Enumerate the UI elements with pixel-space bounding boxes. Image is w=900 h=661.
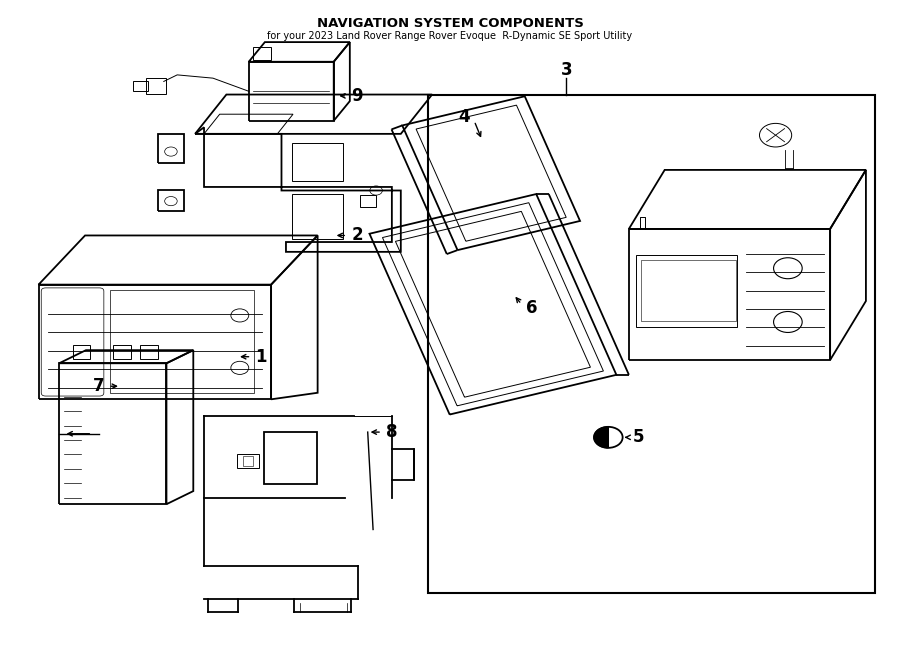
Text: 1: 1 [255,348,266,366]
Text: 6: 6 [526,299,537,317]
Bar [133,81,148,91]
Bar [642,260,736,321]
Text: 9: 9 [352,87,364,105]
Bar [112,345,130,360]
Text: 2: 2 [352,227,364,245]
Text: NAVIGATION SYSTEM COMPONENTS: NAVIGATION SYSTEM COMPONENTS [317,17,583,30]
Bar [73,345,90,360]
Text: 7: 7 [93,377,104,395]
Text: for your 2023 Land Rover Range Rover Evoque  R-Dynamic SE Sport Utility: for your 2023 Land Rover Range Rover Evo… [267,30,633,40]
Bar [253,47,271,59]
Text: 8: 8 [385,423,397,441]
Text: 5: 5 [633,428,644,446]
Bar [238,453,259,468]
Text: 4: 4 [458,108,470,126]
Bar [292,143,343,181]
Bar [110,290,255,393]
Text: 3: 3 [561,61,572,79]
Bar [360,195,376,207]
Bar [140,345,158,360]
Wedge shape [594,427,608,447]
Bar [636,255,737,327]
Bar [428,95,875,593]
Bar [292,194,343,239]
Bar [146,78,166,94]
Bar [264,432,317,484]
Bar [243,456,254,465]
